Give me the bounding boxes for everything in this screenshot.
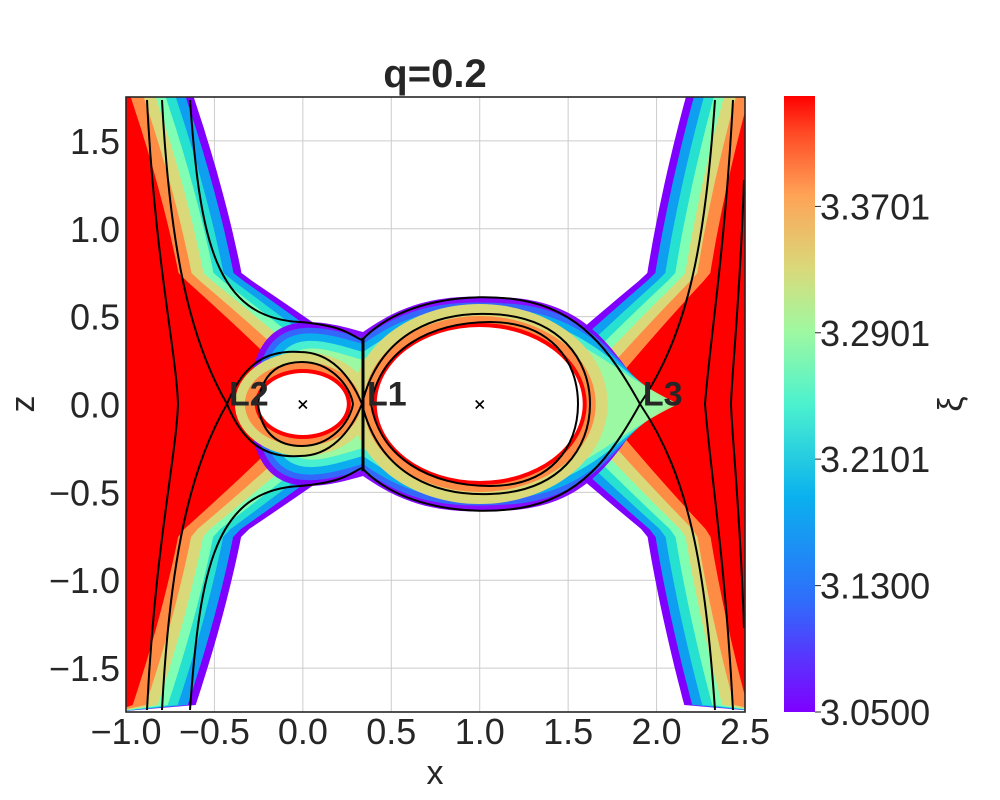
x-tick-label: 0.0 <box>278 711 328 752</box>
lagrange-label-l1: L1 <box>367 376 407 414</box>
contour-mid-right <box>703 99 734 711</box>
colorbar-tick-label: 3.0500 <box>820 692 930 733</box>
colorbar <box>784 96 815 712</box>
x-tick-label: −0.5 <box>179 711 250 752</box>
chart-title: q=0.2 <box>383 52 486 96</box>
x-tick-label: 1.5 <box>543 711 593 752</box>
x-tick-label: 1.0 <box>455 711 505 752</box>
y-tick-label: −0.5 <box>49 472 120 513</box>
annotations: L1 L2 L3 <box>229 337 683 472</box>
y-axis-label: z <box>4 396 42 413</box>
contour-inner-left <box>146 99 180 711</box>
colorbar-tick-label: 3.2901 <box>820 313 930 354</box>
y-tick-label: 0.5 <box>70 297 120 338</box>
x-tick-label: 0.5 <box>366 711 416 752</box>
x-tick-label: −1.0 <box>90 711 161 752</box>
y-tick-label: 1.0 <box>70 209 120 250</box>
contour-outer-right <box>638 99 716 711</box>
y-tick-label: −1.0 <box>49 560 120 601</box>
colorbar-ticks: 3.0500 3.1300 3.2101 3.2901 3.3701 <box>815 186 930 733</box>
y-tick-label: 0.0 <box>70 385 120 426</box>
field-band-left <box>126 97 313 708</box>
x-tick-label: 2.5 <box>720 711 770 752</box>
contour-mid-lobe-large <box>361 312 592 496</box>
colorbar-tick-label: 3.3701 <box>820 186 930 227</box>
lagrange-label-l3: L3 <box>643 376 683 414</box>
y-tick-label: −1.5 <box>49 648 120 689</box>
y-ticks: 1.5 1.0 0.5 0.0 −0.5 −1.0 −1.5 <box>49 121 120 689</box>
potential-field <box>126 97 745 711</box>
x-axis-label: x <box>427 754 444 792</box>
colorbar-label: ξ <box>932 396 970 411</box>
colorbar-tick-label: 3.2101 <box>820 439 930 480</box>
contour-inner-lobe-large <box>370 320 580 488</box>
x-tick-label: 2.0 <box>632 711 682 752</box>
colorbar-tick-label: 3.1300 <box>820 566 930 607</box>
plot-frame <box>125 96 746 713</box>
mass-marker-1 <box>298 399 308 410</box>
contour-inner-right <box>729 179 745 629</box>
contour-inner-lobe-small <box>257 360 355 448</box>
lagrange-label-l2: L2 <box>229 376 269 414</box>
y-tick-label: 1.5 <box>70 121 120 162</box>
mass-marker-2 <box>475 399 485 410</box>
x-ticks: −1.0 −0.5 0.0 0.5 1.0 1.5 2.0 2.5 <box>90 711 770 752</box>
